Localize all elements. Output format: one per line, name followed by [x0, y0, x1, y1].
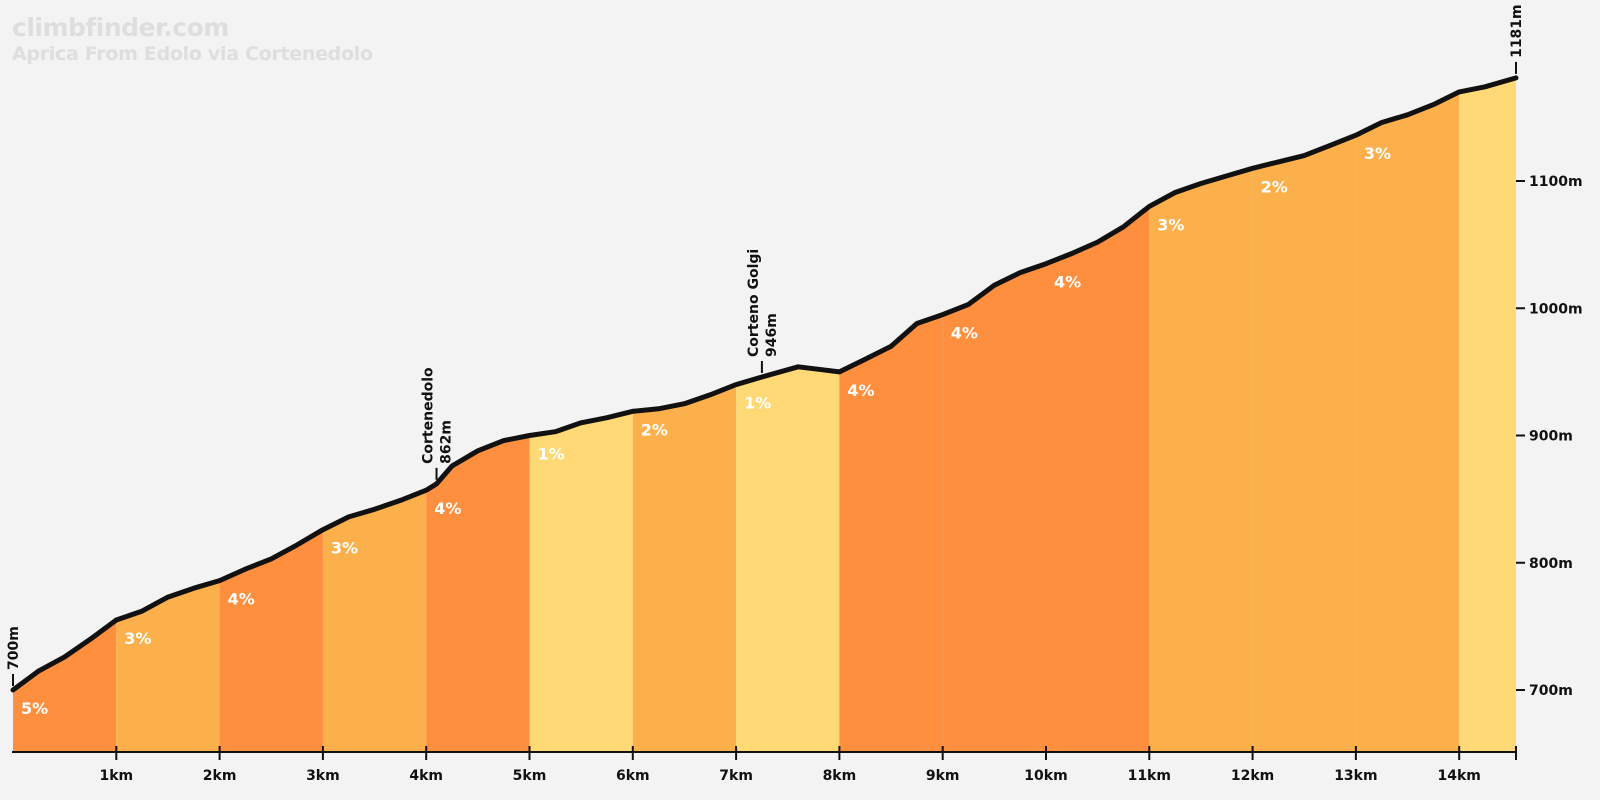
x-tick-label: 6km: [616, 768, 650, 784]
climb-title: Aprica From Edolo via Cortenedolo: [12, 43, 373, 65]
segment-area-7: [632, 384, 737, 752]
site-name: climbfinder.com: [12, 13, 229, 42]
x-tick-label: 12km: [1231, 768, 1274, 784]
segment-area-10: [942, 263, 1046, 752]
marker-label: 946m: [764, 313, 780, 357]
segment-area-11: [1045, 206, 1150, 752]
segment-area-8: [736, 366, 840, 752]
grade-label-3: 4%: [228, 590, 255, 609]
marker-label: Cortenedolo: [421, 367, 437, 464]
y-tick-label: 800m: [1529, 556, 1573, 572]
segment-area-1: [13, 620, 117, 752]
segment-area-12: [1149, 168, 1253, 752]
profile-line: [10, 75, 1519, 693]
grade-label-2: 3%: [124, 629, 151, 648]
marker-label: 862m: [439, 420, 455, 464]
x-tick-label: 1km: [99, 768, 133, 784]
marker-label: 1181m: [1509, 4, 1525, 58]
segment-area-9: [839, 314, 943, 752]
grade-label-7: 2%: [641, 420, 668, 439]
segment-area-14: [1355, 91, 1460, 753]
x-tick-label: 5km: [513, 768, 547, 784]
y-tick-label: 900m: [1529, 429, 1573, 445]
marker-label: Corteno Golgi: [746, 249, 762, 357]
grade-label-11: 4%: [1054, 273, 1081, 292]
x-tick-label: 9km: [926, 768, 960, 784]
segment-area-13: [1252, 135, 1356, 752]
marker-label: 700m: [6, 626, 22, 670]
grade-label-6: 1%: [537, 445, 564, 464]
x-tick-label: 3km: [306, 768, 340, 784]
segment-area-4: [322, 490, 427, 752]
grade-label-4: 3%: [331, 539, 358, 558]
grade-label-12: 3%: [1157, 215, 1184, 234]
grade-label-5: 4%: [434, 499, 461, 518]
x-tick-label: 7km: [719, 768, 753, 784]
x-tick-label: 14km: [1437, 768, 1480, 784]
grade-label-8: 1%: [744, 394, 771, 413]
grade-label-1: 5%: [21, 699, 48, 718]
grade-label-14: 3%: [1364, 144, 1391, 163]
x-tick-label: 10km: [1024, 768, 1067, 784]
y-tick-label: 1000m: [1529, 301, 1583, 317]
x-tick-label: 2km: [203, 768, 237, 784]
brand-watermark: climbfinder.com Aprica From Edolo via Co…: [12, 14, 373, 66]
grade-label-13: 2%: [1261, 177, 1288, 196]
segment-area-5: [426, 435, 530, 752]
y-tick-label: 700m: [1529, 683, 1573, 699]
segment-area-3: [219, 529, 323, 752]
x-tick-label: 13km: [1334, 768, 1377, 784]
segment-area-6: [529, 411, 633, 752]
segment-area-2: [116, 580, 220, 752]
grade-label-10: 4%: [951, 324, 978, 343]
x-tick-label: 8km: [823, 768, 857, 784]
grade-label-9: 4%: [847, 381, 874, 400]
x-tick-label: 11km: [1128, 768, 1171, 784]
segment-area-15: [1459, 77, 1516, 753]
y-tick-label: 1100m: [1529, 174, 1583, 190]
x-tick-label: 4km: [409, 768, 443, 784]
